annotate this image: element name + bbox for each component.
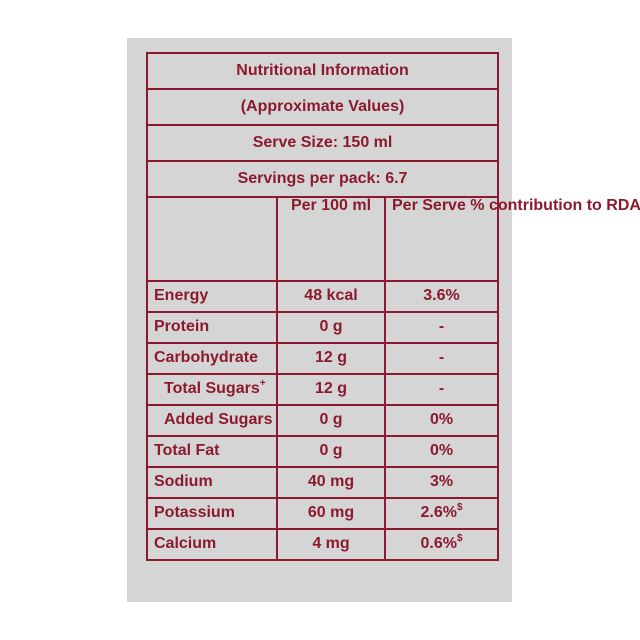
table-row: Sodium 40 mg 3% [146, 466, 500, 499]
table-subtitle: (Approximate Values) [145, 88, 500, 126]
nutrient-name: Sodium [146, 466, 278, 499]
rda-value: 3.6% [383, 280, 500, 313]
rda-value: 0.6%$ [383, 528, 500, 561]
rda-value: 0% [383, 435, 500, 468]
footnote-mark: $ [456, 533, 463, 545]
nutrition-table: Nutritional Information (Approximate Val… [145, 52, 640, 561]
footnote-mark: $ [456, 502, 463, 514]
rda-value: 2.6%$ [383, 497, 500, 530]
table-row: Added Sugars 0 g 0% [146, 404, 500, 437]
nutrient-name: Total Fat [146, 435, 278, 468]
column-header-nutrient [146, 196, 278, 282]
per-100ml-value: 0 g [276, 311, 386, 344]
per-100ml-value: 40 mg [276, 466, 386, 499]
table-row: Protein 0 g - [146, 311, 500, 344]
per-100ml-value: 60 mg [276, 497, 386, 530]
per-100ml-value: 48 kcal [276, 280, 386, 313]
table-row: Total Sugars+ 12 g - [146, 373, 500, 406]
nutrient-name: Protein [146, 311, 278, 344]
rda-value: - [383, 373, 500, 406]
nutrient-name: Total Sugars+ [146, 373, 278, 406]
table-row: Calcium 4 mg 0.6%$ [146, 528, 500, 561]
nutrient-name: Calcium [146, 528, 278, 561]
rda-value: 3% [383, 466, 500, 499]
table-title: Nutritional Information [145, 52, 500, 90]
servings-per-pack: Servings per pack: 6.7 [145, 160, 500, 198]
per-100ml-value: 4 mg [276, 528, 386, 561]
per-100ml-value: 12 g [276, 342, 386, 375]
serve-size: Serve Size: 150 ml [145, 124, 500, 162]
table-row: Potassium 60 mg 2.6%$ [146, 497, 500, 530]
rda-value: 0% [383, 404, 500, 437]
nutrient-name: Carbohydrate [146, 342, 278, 375]
nutrient-name: Energy [146, 280, 278, 313]
rda-value: - [383, 342, 500, 375]
table-row: Total Fat 0 g 0% [146, 435, 500, 468]
table-row: Carbohydrate 12 g - [146, 342, 500, 375]
column-header-per-100ml: Per 100 ml [276, 196, 386, 282]
per-100ml-value: 12 g [276, 373, 386, 406]
nutrient-name: Added Sugars [146, 404, 278, 437]
table-row: Energy 48 kcal 3.6% [146, 280, 500, 313]
per-100ml-value: 0 g [276, 435, 386, 468]
per-100ml-value: 0 g [276, 404, 386, 437]
column-header-rda: Per Serve % contribution to RDA [383, 196, 640, 282]
footnote-mark: + [259, 378, 266, 390]
nutrient-name: Potassium [146, 497, 278, 530]
rda-value: - [383, 311, 500, 344]
